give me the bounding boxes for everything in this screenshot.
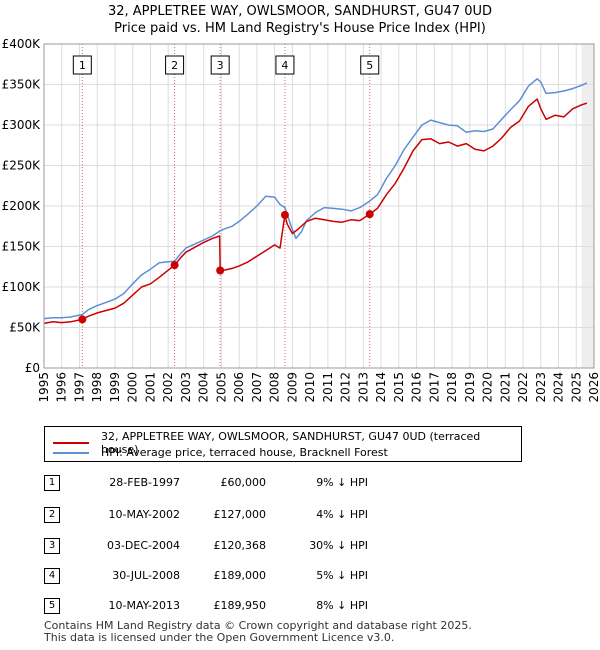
- x-tick-label: 1996: [55, 372, 69, 403]
- x-tick-label: 2021: [498, 372, 512, 403]
- x-tick-label: 2022: [516, 372, 530, 403]
- footer-license: This data is licensed under the Open Gov…: [44, 631, 395, 644]
- table-row: 4 30-JUL-2008 £189,000 5% ↓ HPI: [0, 567, 600, 587]
- sale-price: £120,368: [213, 539, 267, 552]
- x-tick-label: 2023: [534, 372, 548, 403]
- y-tick-label: £300K: [2, 118, 42, 132]
- y-tick-label: £150K: [2, 240, 42, 254]
- x-tick-label: 2010: [303, 372, 317, 403]
- sale-price: £189,000: [213, 569, 267, 582]
- sale-price: £189,950: [213, 599, 267, 612]
- footer-copyright: Contains HM Land Registry data © Crown c…: [44, 619, 472, 632]
- sale-marker-label: 4: [281, 59, 288, 72]
- legend-hpi: HPI: Average price, terraced house, Brac…: [53, 446, 388, 459]
- x-tick-label: 2012: [339, 372, 353, 403]
- x-tick-label: 2005: [214, 372, 228, 403]
- x-tick-label: 2015: [392, 372, 406, 403]
- chart-title: 32, APPLETREE WAY, OWLSMOOR, SANDHURST, …: [107, 4, 493, 19]
- sale-number: 3: [44, 538, 60, 554]
- x-tick-label: 2024: [552, 372, 566, 403]
- legend-property: 32, APPLETREE WAY, OWLSMOOR, SANDHURST, …: [53, 430, 521, 456]
- x-tick-label: 1998: [90, 372, 104, 403]
- sale-price: £60,000: [220, 476, 267, 489]
- sale-hpi-diff: 8% ↓ HPI: [316, 599, 368, 612]
- footer: Contains HM Land Registry data © Crown c…: [44, 620, 472, 644]
- x-tick-label: 1997: [72, 372, 86, 403]
- x-tick-label: 2003: [179, 372, 193, 403]
- sale-marker-label: 5: [366, 59, 373, 72]
- sale-number: 2: [44, 507, 60, 523]
- x-tick-label: 2002: [161, 372, 175, 403]
- x-tick-label: 2025: [569, 372, 583, 403]
- sale-marker-box: [360, 55, 380, 75]
- sale-marker-box: [72, 55, 92, 75]
- sale-marker-label: 1: [79, 59, 86, 72]
- x-tick-label: 2000: [126, 372, 140, 403]
- x-tick-label: 2016: [410, 372, 424, 403]
- sale-number: 4: [44, 568, 60, 584]
- x-tick-label: 2020: [481, 372, 495, 403]
- sale-marker-box: [275, 55, 295, 75]
- legend-hpi-label: HPI: Average price, terraced house, Brac…: [101, 446, 388, 459]
- sale-date: 03-DEC-2004: [106, 539, 180, 552]
- sale-date: 10-MAY-2013: [108, 599, 180, 612]
- x-tick-label: 2001: [143, 372, 157, 403]
- x-tick-label: 2013: [356, 372, 370, 403]
- sale-date: 10-MAY-2002: [108, 508, 180, 521]
- y-tick-label: £250K: [2, 159, 42, 173]
- chart-subtitle: Price paid vs. HM Land Registry's House …: [114, 21, 486, 36]
- table-row: 2 10-MAY-2002 £127,000 4% ↓ HPI: [0, 506, 600, 526]
- legend: 32, APPLETREE WAY, OWLSMOOR, SANDHURST, …: [44, 426, 522, 462]
- hpi-line: [43, 78, 588, 320]
- sale-date: 28-FEB-1997: [109, 476, 180, 489]
- sale-number: 5: [44, 598, 60, 614]
- sale-hpi-diff: 5% ↓ HPI: [316, 569, 368, 582]
- table-row: 5 10-MAY-2013 £189,950 8% ↓ HPI: [0, 597, 600, 617]
- y-tick-label: £350K: [2, 78, 42, 92]
- legend-property-label: 32, APPLETREE WAY, OWLSMOOR, SANDHURST, …: [100, 430, 481, 456]
- y-tick-label: £400K: [2, 37, 42, 51]
- x-tick-label: 2011: [321, 372, 335, 403]
- y-tick-label: £200K: [2, 199, 42, 213]
- x-tick-label: 1999: [108, 372, 122, 403]
- y-tick-label: £0: [25, 361, 40, 375]
- sale-point: [280, 210, 289, 219]
- sale-point: [216, 266, 225, 275]
- x-tick-label: 2009: [285, 372, 299, 403]
- x-tick-label: 2008: [268, 372, 282, 403]
- sale-marker-box: [165, 55, 185, 75]
- sale-hpi-diff: 9% ↓ HPI: [316, 476, 368, 489]
- x-tick-label: 2019: [463, 372, 477, 403]
- sale-marker-label: 2: [171, 59, 178, 72]
- y-tick-label: £50K: [9, 321, 41, 335]
- sale-point: [170, 261, 179, 270]
- sale-marker-label: 3: [217, 59, 224, 72]
- sale-hpi-diff: 30% ↓ HPI: [309, 539, 368, 552]
- x-tick-label: 2017: [427, 372, 441, 403]
- table-row: 3 03-DEC-2004 £120,368 30% ↓ HPI: [0, 537, 600, 557]
- property-line: [43, 98, 588, 325]
- sale-point: [78, 315, 87, 324]
- x-tick-label: 2014: [374, 372, 388, 403]
- table-row: 1 28-FEB-1997 £60,000 9% ↓ HPI: [0, 474, 600, 494]
- x-tick-label: 2026: [587, 372, 600, 403]
- x-tick-label: 2018: [445, 372, 459, 403]
- x-tick-label: 2004: [197, 372, 211, 403]
- x-tick-label: 2007: [250, 372, 264, 403]
- plot-frame: [43, 43, 595, 369]
- sale-hpi-diff: 4% ↓ HPI: [316, 508, 368, 521]
- sale-number: 1: [44, 475, 60, 491]
- legend-hpi-swatch: [53, 451, 89, 454]
- legend-property-swatch: [53, 442, 89, 444]
- sale-marker-box: [210, 55, 230, 75]
- sale-point: [365, 210, 374, 219]
- x-tick-label: 2006: [232, 372, 246, 403]
- sale-price: £127,000: [213, 508, 267, 521]
- sale-date: 30-JUL-2008: [112, 569, 180, 582]
- price-chart: 1 2 3 4 5 £0 £50K £100K £150K £200K £250K £300K £350…: [2, 37, 600, 403]
- x-tick-label: 1995: [37, 372, 51, 403]
- y-tick-label: £100K: [2, 280, 42, 294]
